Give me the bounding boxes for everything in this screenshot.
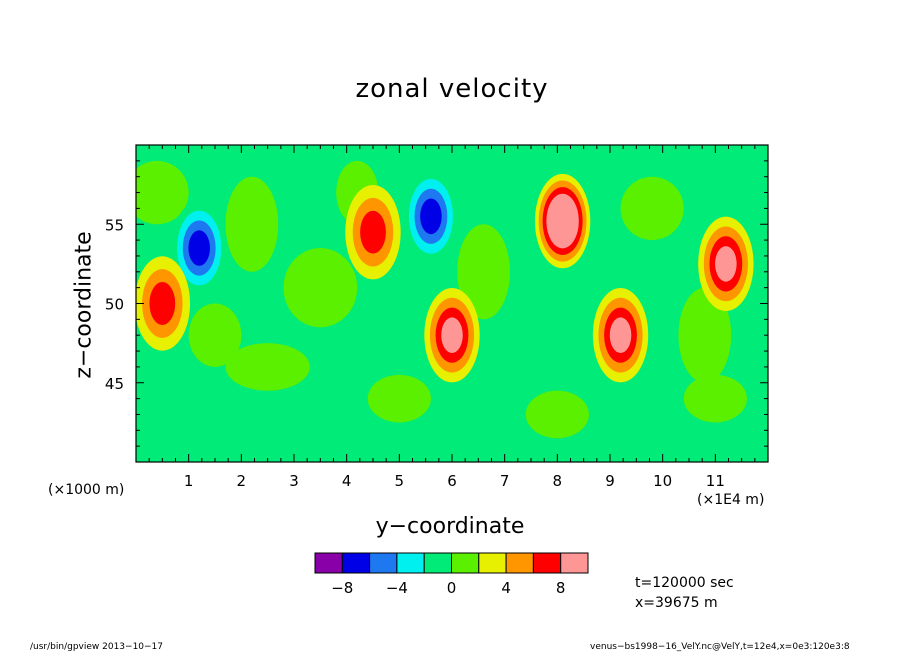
x-tick-label: 11 [706,472,725,490]
feature-0-level-5 [554,207,572,236]
x-tick-label: 6 [447,472,457,490]
y-tick-label: 45 [105,375,124,393]
patch-1 [225,176,279,272]
colorbar-swatch-5 [451,552,480,574]
position-annotation: x=39675 m [635,595,718,611]
x-unit-note-right: (×1E4 m) [697,492,765,508]
colorbar-swatch-4 [423,552,453,574]
feature-1-level-3 [420,198,442,235]
x-tick-label: 4 [342,472,352,490]
patch-11 [188,303,242,367]
x-tick-label: 7 [500,472,510,490]
colorbar-tick-label: 0 [447,579,457,597]
x-tick-label: 9 [605,472,615,490]
patch-5 [620,176,684,241]
contour-field [136,160,754,439]
patch-10 [683,374,747,423]
feature-7-level-2 [360,210,386,254]
feature-2-level-3 [188,230,210,266]
colorbar-swatch-9 [560,552,589,574]
colorbar-swatch-1 [341,552,371,574]
y-tick-label: 55 [105,216,124,234]
colorbar-tick-label: −4 [386,579,408,597]
patch-8 [367,374,431,423]
time-annotation: t=120000 sec [635,575,734,591]
feature-4-level-3 [715,246,737,282]
footer-left: /usr/bin/gpview 2013−10−17 [30,642,164,652]
x-tick-label: 3 [289,472,299,490]
footer-right: venus−bs1998−16_VelY.nc@VelY,t=12e4,x=0e… [590,642,850,652]
x-tick-label: 2 [237,472,247,490]
x-tick-label: 8 [553,472,563,490]
x-unit-note-left: (×1000 m) [48,482,125,498]
x-axis-label: y−coordinate [375,514,525,539]
colorbar-tick-label: 8 [556,579,566,597]
feature-3-level-3 [441,317,463,353]
colorbar-tick-label: 4 [501,579,511,597]
colorbar-swatch-0 [314,552,343,574]
chart-title: zonal velocity [355,74,549,104]
patch-6 [678,287,732,383]
colorbar-swatch-2 [369,552,398,574]
x-tick-label: 10 [653,472,672,490]
colorbar-tick-label: −8 [331,579,353,597]
x-tick-label: 1 [184,472,194,490]
y-tick-label: 50 [105,296,124,314]
colorbar-swatch-6 [478,552,507,574]
feature-6-level-2 [149,282,176,325]
patch-2 [283,248,358,328]
colorbar-swatch-3 [396,552,425,574]
x-tick-label: 5 [395,472,405,490]
colorbar-swatch-8 [532,552,562,574]
patch-4 [457,224,510,320]
patch-7 [225,343,310,391]
patch-9 [525,390,589,439]
colorbar-swatch-7 [505,552,534,574]
patch-0 [136,160,189,225]
feature-5-level-3 [609,317,632,353]
